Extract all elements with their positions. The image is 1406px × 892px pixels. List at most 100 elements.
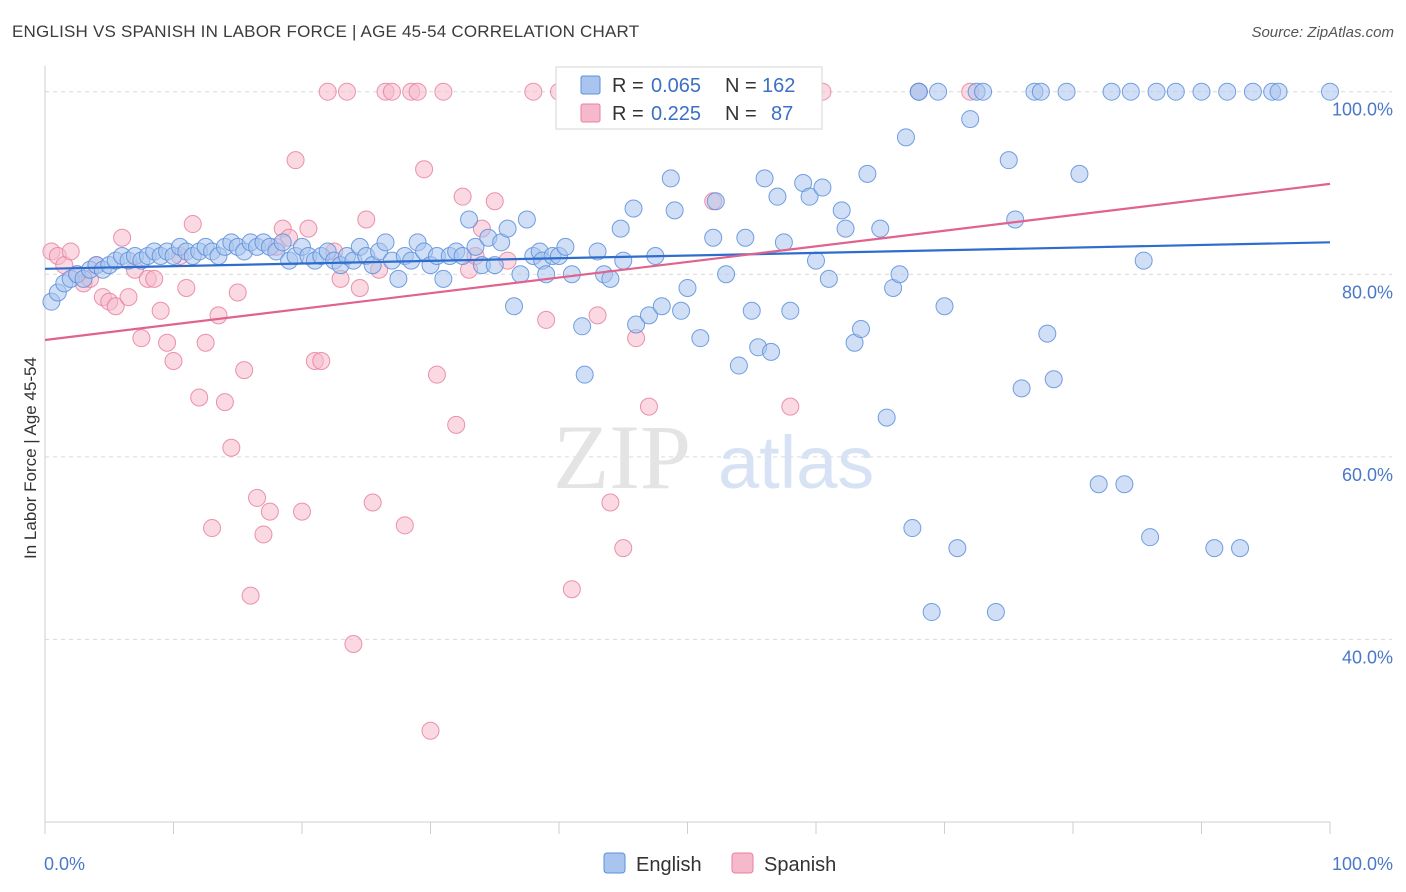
y-tick-labels: 40.0% 60.0% 80.0% 100.0% [1332,100,1393,668]
spanish-point-14 [132,329,151,348]
english-point-161 [1269,82,1288,101]
english-point-102 [717,265,736,284]
legend-r-label-spanish: R = [612,103,644,125]
english-point-151 [1134,251,1153,270]
english-point-137 [986,603,1005,622]
axes [44,66,1331,834]
english-point-146 [1070,164,1089,183]
spanish-point-3 [61,242,80,261]
watermark-zip: ZIP [553,406,691,508]
english-point-94 [652,297,671,316]
spanish-points [42,82,980,740]
spanish-point-66 [485,192,504,211]
trend-lines [44,182,1331,342]
spanish-point-12 [119,288,138,307]
y-tick-label-100: 100.0% [1332,100,1393,120]
english-point-71 [498,219,517,238]
spanish-point-18 [158,333,177,352]
english-point-130 [922,603,941,622]
english-point-66 [466,237,485,256]
spanish-point-42 [312,351,331,370]
spanish-point-69 [537,310,556,329]
legend-r-value-english: 0.065 [651,75,701,97]
spanish-point-54 [395,516,414,535]
english-point-144 [1044,370,1063,389]
watermark-atlas: atlas [718,421,874,504]
spanish-point-53 [382,82,401,101]
chart-title: ENGLISH VS SPANISH IN LABOR FORCE | AGE … [12,22,640,41]
english-point-132 [935,297,954,316]
english-point-61 [434,269,453,288]
english-point-123 [877,408,896,427]
english-point-88 [611,219,630,238]
english-point-105 [742,301,761,320]
spanish-point-77 [639,397,658,416]
spanish-point-19 [164,351,183,370]
legend-n-value-spanish: 87 [771,103,793,125]
english-point-153 [1147,82,1166,101]
english-point-157 [1218,82,1237,101]
spanish-point-22 [183,215,202,234]
english-point-140 [1012,379,1031,398]
spanish-point-23 [190,388,209,407]
english-point-148 [1102,82,1121,101]
spanish-point-11 [113,228,132,247]
english-point-121 [858,164,877,183]
spanish-point-16 [145,269,164,288]
english-point-101 [706,192,725,211]
spanish-point-74 [601,493,620,512]
spanish-point-40 [299,219,318,238]
spanish-point-58 [421,721,440,740]
legend-r-label-english: R = [612,75,644,97]
english-point-134 [961,110,980,129]
english-point-81 [556,237,575,256]
english-point-136 [974,82,993,101]
english-point-117 [832,201,851,220]
english-point-69 [485,256,504,275]
english-point-104 [736,228,755,247]
spanish-point-29 [228,283,247,302]
spanish-point-31 [241,586,260,605]
english-point-115 [813,178,832,197]
bottom-legend-swatch-spanish [731,852,754,874]
spanish-point-56 [408,82,427,101]
spanish-point-71 [562,580,581,599]
english-point-98 [678,278,697,297]
x-tick-labels: 0.0% 100.0% [44,854,1393,874]
english-point-108 [762,342,781,361]
english-point-109 [768,187,787,206]
spanish-point-60 [434,82,453,101]
series-legend: English Spanish [603,852,836,876]
spanish-point-43 [318,82,337,101]
english-point-107 [755,169,774,188]
english-point-73 [511,265,530,284]
spanish-point-73 [588,306,607,325]
spanish-point-27 [215,393,234,412]
spanish-point-68 [524,82,543,101]
english-point-118 [836,219,855,238]
bottom-legend-spanish: Spanish [764,854,836,876]
english-points [42,82,1339,622]
english-point-156 [1205,539,1224,558]
spanish-point-24 [196,333,215,352]
english-point-127 [903,519,922,538]
spanish-trend-line [44,182,1331,342]
english-point-113 [800,187,819,206]
spanish-point-61 [447,415,466,434]
english-point-85 [588,242,607,261]
english-point-133 [948,539,967,558]
spanish-point-46 [337,82,356,101]
english-point-95 [661,169,680,188]
spanish-point-50 [363,493,382,512]
english-point-84 [575,365,594,384]
spanish-point-26 [209,306,228,325]
english-point-122 [871,219,890,238]
english-point-103 [729,356,748,375]
english-point-110 [774,233,793,252]
spanish-point-28 [222,438,241,457]
english-point-65 [460,210,479,229]
english-point-111 [781,301,800,320]
english-point-91 [627,315,646,334]
spanish-point-30 [235,361,254,380]
y-tick-label-80: 80.0% [1342,282,1393,302]
